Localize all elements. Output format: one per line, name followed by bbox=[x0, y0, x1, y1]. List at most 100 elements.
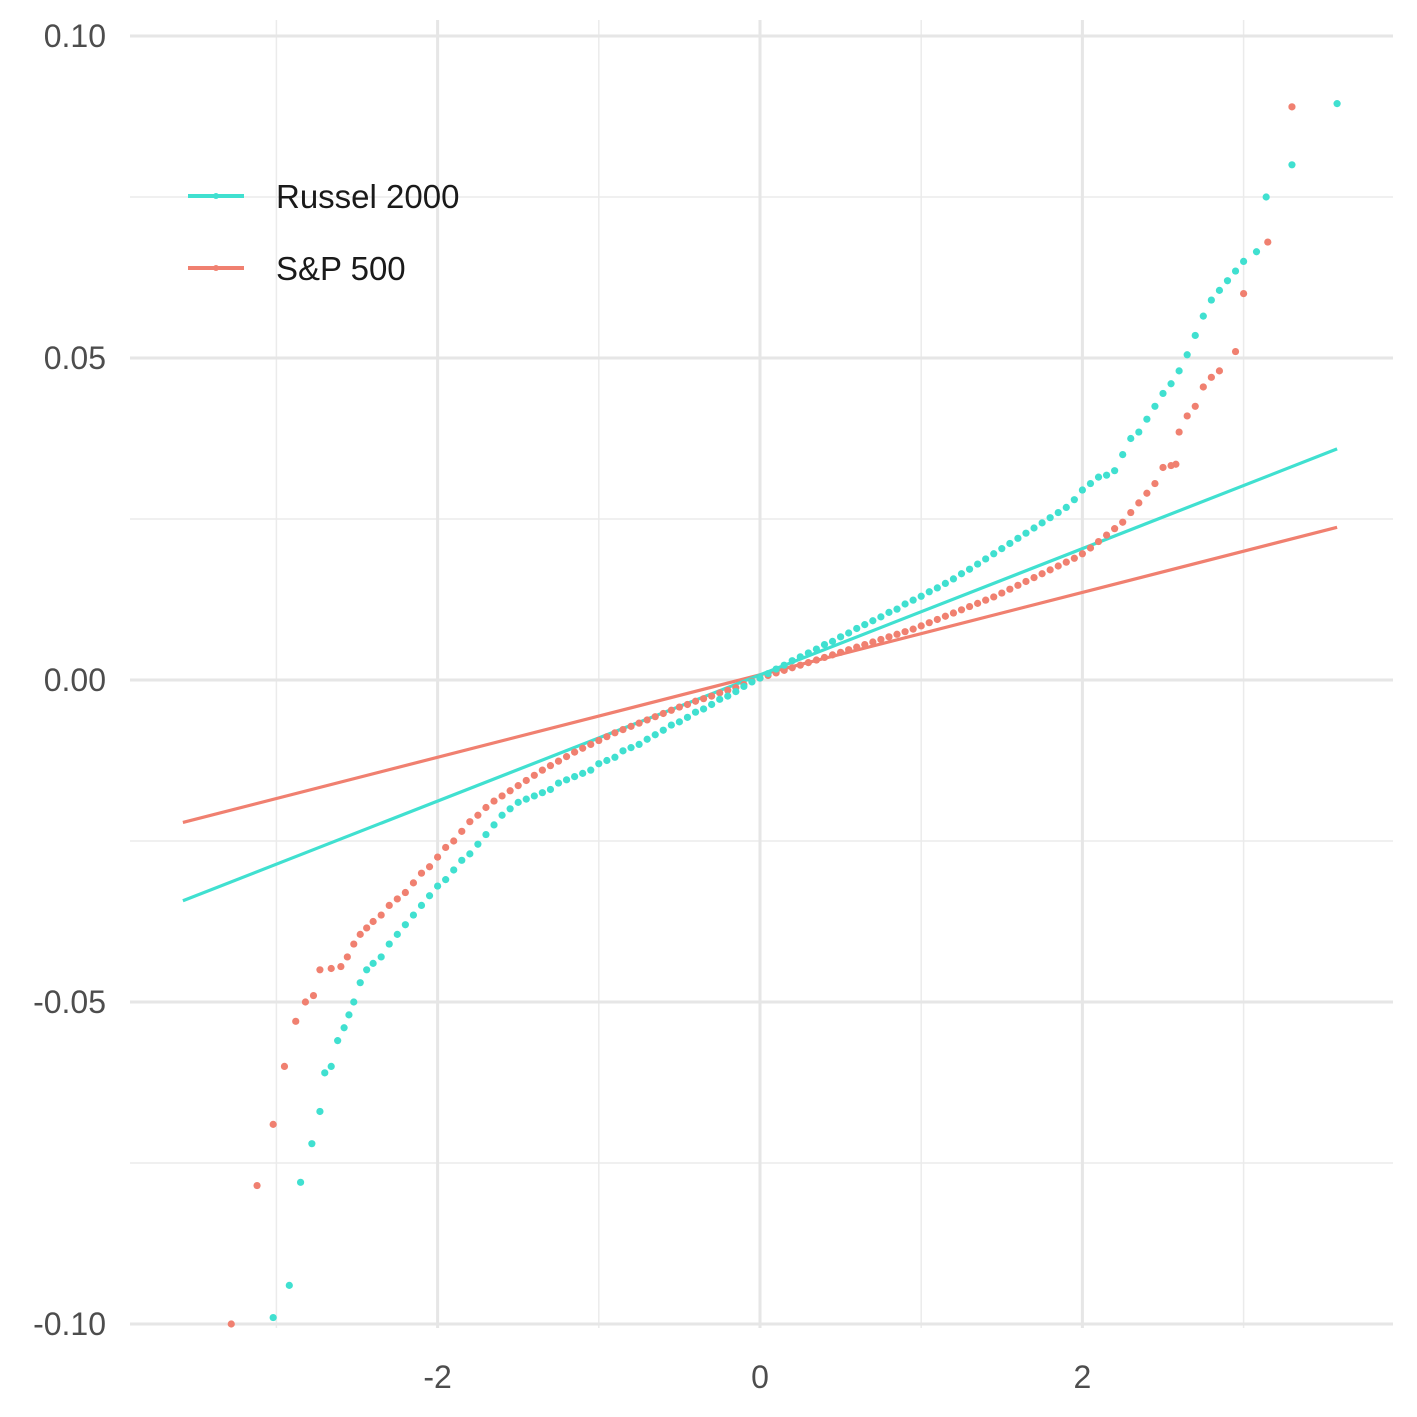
point-sp-500 bbox=[327, 964, 335, 973]
point-russel-2000 bbox=[683, 713, 692, 721]
legend-key-dot-russel-2000 bbox=[213, 193, 219, 199]
point-sp-500 bbox=[611, 729, 619, 737]
point-sp-500 bbox=[788, 664, 796, 672]
point-sp-500 bbox=[425, 863, 434, 871]
point-russel-2000 bbox=[345, 1011, 353, 1019]
point-sp-500 bbox=[651, 713, 659, 721]
point-sp-500 bbox=[1094, 537, 1103, 546]
point-russel-2000 bbox=[893, 605, 901, 613]
point-russel-2000 bbox=[393, 930, 401, 938]
point-sp-500 bbox=[845, 646, 853, 654]
legend: Russel 2000 S&P 500 bbox=[188, 178, 459, 287]
point-russel-2000 bbox=[1054, 508, 1062, 517]
point-sp-500 bbox=[450, 837, 458, 845]
point-sp-500 bbox=[949, 609, 958, 617]
point-sp-500 bbox=[1151, 479, 1159, 488]
point-russel-2000 bbox=[458, 856, 466, 864]
point-russel-2000 bbox=[998, 545, 1006, 553]
point-russel-2000 bbox=[554, 779, 563, 787]
point-sp-500 bbox=[877, 635, 885, 644]
point-russel-2000 bbox=[1262, 193, 1270, 201]
point-russel-2000 bbox=[1022, 529, 1030, 537]
point-sp-500 bbox=[990, 593, 998, 601]
point-russel-2000 bbox=[595, 760, 603, 768]
point-russel-2000 bbox=[356, 979, 364, 987]
point-russel-2000 bbox=[466, 850, 474, 858]
point-russel-2000 bbox=[845, 629, 853, 637]
point-russel-2000 bbox=[1119, 451, 1127, 459]
point-russel-2000 bbox=[474, 840, 482, 848]
point-russel-2000 bbox=[949, 575, 958, 583]
point-russel-2000 bbox=[1086, 479, 1095, 488]
point-sp-500 bbox=[1111, 525, 1119, 533]
point-sp-500 bbox=[301, 998, 310, 1006]
point-russel-2000 bbox=[796, 653, 804, 661]
point-sp-500 bbox=[957, 606, 966, 614]
point-sp-500 bbox=[1127, 508, 1135, 517]
point-sp-500 bbox=[675, 703, 684, 711]
point-russel-2000 bbox=[885, 608, 893, 616]
point-russel-2000 bbox=[627, 744, 635, 752]
point-russel-2000 bbox=[401, 921, 409, 929]
point-russel-2000 bbox=[1183, 351, 1191, 359]
point-sp-500 bbox=[812, 656, 821, 664]
point-sp-500 bbox=[1183, 412, 1191, 420]
point-russel-2000 bbox=[772, 665, 780, 673]
point-russel-2000 bbox=[285, 1281, 293, 1289]
y-axis-tick-labels: -0.10 -0.05 0.00 0.05 0.10 bbox=[33, 18, 106, 1342]
point-sp-500 bbox=[635, 719, 643, 727]
point-sp-500 bbox=[941, 612, 949, 620]
point-russel-2000 bbox=[377, 953, 385, 961]
point-russel-2000 bbox=[659, 726, 667, 734]
point-sp-500 bbox=[227, 1320, 235, 1328]
major-gridlines bbox=[130, 20, 1393, 1328]
point-russel-2000 bbox=[340, 1024, 348, 1032]
point-russel-2000 bbox=[643, 735, 651, 743]
point-sp-500 bbox=[1231, 347, 1240, 356]
point-russel-2000 bbox=[667, 721, 675, 729]
point-sp-500 bbox=[514, 782, 522, 790]
point-russel-2000 bbox=[1014, 534, 1022, 542]
point-russel-2000 bbox=[716, 695, 724, 703]
point-sp-500 bbox=[1240, 290, 1248, 298]
point-sp-500 bbox=[292, 1017, 300, 1025]
point-sp-500 bbox=[853, 643, 861, 651]
point-russel-2000 bbox=[699, 705, 708, 713]
x-tick-label: 2 bbox=[1074, 1359, 1092, 1395]
point-sp-500 bbox=[1086, 544, 1095, 552]
point-sp-500 bbox=[1119, 518, 1127, 526]
point-sp-500 bbox=[498, 792, 506, 800]
point-sp-500 bbox=[369, 917, 377, 926]
y-tick-label: 0.10 bbox=[44, 18, 106, 54]
point-russel-2000 bbox=[869, 617, 877, 625]
point-sp-500 bbox=[893, 630, 901, 638]
point-russel-2000 bbox=[1151, 402, 1159, 410]
point-sp-500 bbox=[1006, 585, 1014, 593]
point-sp-500 bbox=[1175, 428, 1183, 436]
point-russel-2000 bbox=[982, 555, 990, 563]
point-sp-500 bbox=[253, 1181, 261, 1190]
point-russel-2000 bbox=[546, 785, 555, 794]
point-sp-500 bbox=[350, 940, 358, 948]
point-russel-2000 bbox=[1135, 428, 1143, 436]
point-sp-500 bbox=[820, 653, 829, 662]
point-russel-2000 bbox=[1046, 514, 1054, 522]
point-russel-2000 bbox=[1111, 467, 1119, 475]
x-axis-tick-labels: -2 0 2 bbox=[423, 1359, 1091, 1395]
point-sp-500 bbox=[363, 924, 371, 932]
point-russel-2000 bbox=[321, 1069, 329, 1077]
point-russel-2000 bbox=[1191, 331, 1199, 340]
point-russel-2000 bbox=[812, 645, 821, 653]
point-sp-500 bbox=[804, 659, 812, 667]
point-russel-2000 bbox=[1207, 296, 1215, 304]
point-russel-2000 bbox=[965, 565, 974, 573]
point-sp-500 bbox=[409, 879, 418, 887]
point-sp-500 bbox=[530, 771, 538, 779]
point-russel-2000 bbox=[635, 740, 643, 749]
point-sp-500 bbox=[337, 962, 345, 971]
point-sp-500 bbox=[659, 709, 667, 718]
point-russel-2000 bbox=[1127, 434, 1135, 443]
point-sp-500 bbox=[385, 901, 393, 910]
point-sp-500 bbox=[269, 1120, 277, 1128]
point-russel-2000 bbox=[974, 560, 982, 568]
